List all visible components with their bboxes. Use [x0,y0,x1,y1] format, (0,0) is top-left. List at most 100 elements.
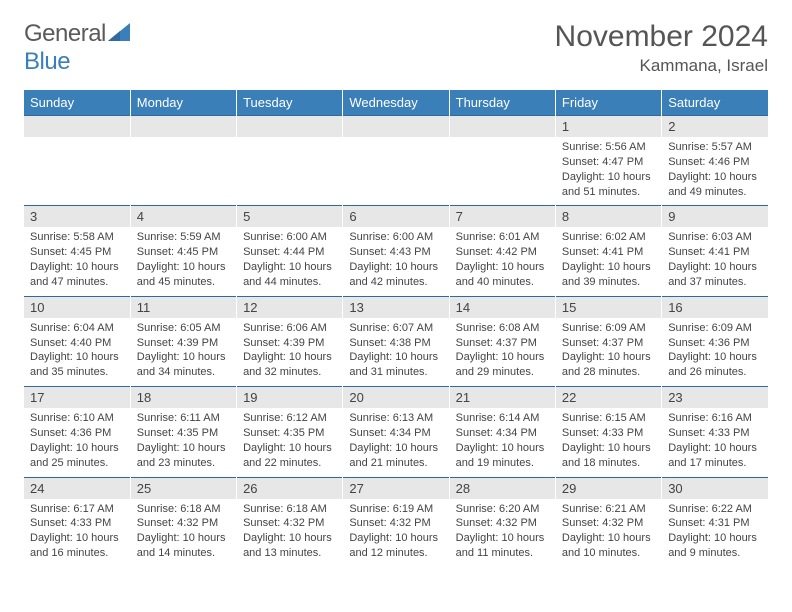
day-cell [237,137,343,206]
sunrise-text: Sunrise: 6:04 AM [30,321,124,336]
day-cell [449,137,555,206]
sunset-text: Sunset: 4:47 PM [562,155,655,170]
sunset-text: Sunset: 4:42 PM [456,245,549,260]
day-number: 1 [555,116,661,138]
sunset-text: Sunset: 4:32 PM [137,516,230,531]
day-cell: Sunrise: 5:59 AMSunset: 4:45 PMDaylight:… [130,227,236,296]
sunset-text: Sunset: 4:45 PM [30,245,124,260]
daylight-text: Daylight: 10 hours and 22 minutes. [243,441,336,471]
sunrise-text: Sunrise: 6:15 AM [562,411,655,426]
sunrise-text: Sunrise: 6:21 AM [562,502,655,517]
sunset-text: Sunset: 4:41 PM [562,245,655,260]
day-number: 5 [237,206,343,228]
sunrise-text: Sunrise: 5:56 AM [562,140,655,155]
sunset-text: Sunset: 4:41 PM [668,245,762,260]
weekday-header: Thursday [449,90,555,116]
day-cell: Sunrise: 6:11 AMSunset: 4:35 PMDaylight:… [130,408,236,477]
day-cell: Sunrise: 6:04 AMSunset: 4:40 PMDaylight:… [24,318,130,387]
day-number: 29 [555,477,661,499]
day-content-row: Sunrise: 6:10 AMSunset: 4:36 PMDaylight:… [24,408,768,477]
day-number: 17 [24,387,130,409]
day-number-row: 10111213141516 [24,296,768,318]
calendar-table: Sunday Monday Tuesday Wednesday Thursday… [24,90,768,567]
sunset-text: Sunset: 4:37 PM [562,336,655,351]
sunrise-text: Sunrise: 6:01 AM [456,230,549,245]
day-cell: Sunrise: 6:13 AMSunset: 4:34 PMDaylight:… [343,408,449,477]
day-cell: Sunrise: 6:02 AMSunset: 4:41 PMDaylight:… [555,227,661,296]
sunrise-text: Sunrise: 5:57 AM [668,140,762,155]
sunrise-text: Sunrise: 6:06 AM [243,321,336,336]
sunrise-text: Sunrise: 6:19 AM [349,502,442,517]
day-number: 26 [237,477,343,499]
day-number: 13 [343,296,449,318]
daylight-text: Daylight: 10 hours and 12 minutes. [349,531,442,561]
day-number: 30 [662,477,768,499]
sunrise-text: Sunrise: 6:09 AM [562,321,655,336]
day-number: 20 [343,387,449,409]
day-number: 15 [555,296,661,318]
sunrise-text: Sunrise: 5:58 AM [30,230,124,245]
daylight-text: Daylight: 10 hours and 9 minutes. [668,531,762,561]
day-number-row: 12 [24,116,768,138]
weekday-header: Friday [555,90,661,116]
sunrise-text: Sunrise: 6:18 AM [137,502,230,517]
sunset-text: Sunset: 4:38 PM [349,336,442,351]
sunrise-text: Sunrise: 6:03 AM [668,230,762,245]
daylight-text: Daylight: 10 hours and 39 minutes. [562,260,655,290]
sunset-text: Sunset: 4:40 PM [30,336,124,351]
daylight-text: Daylight: 10 hours and 28 minutes. [562,350,655,380]
day-cell: Sunrise: 6:09 AMSunset: 4:36 PMDaylight:… [662,318,768,387]
day-cell: Sunrise: 6:12 AMSunset: 4:35 PMDaylight:… [237,408,343,477]
day-cell [24,137,130,206]
day-content-row: Sunrise: 5:56 AMSunset: 4:47 PMDaylight:… [24,137,768,206]
month-title: November 2024 [555,20,768,54]
day-content-row: Sunrise: 5:58 AMSunset: 4:45 PMDaylight:… [24,227,768,296]
daylight-text: Daylight: 10 hours and 51 minutes. [562,170,655,200]
day-content-row: Sunrise: 6:04 AMSunset: 4:40 PM Daylight:… [24,318,768,387]
sunrise-text: Sunrise: 6:08 AM [456,321,549,336]
day-number: 16 [662,296,768,318]
day-cell: Sunrise: 6:20 AMSunset: 4:32 PMDaylight:… [449,499,555,567]
sunrise-text: Sunrise: 6:07 AM [349,321,442,336]
day-cell: Sunrise: 6:06 AMSunset: 4:39 PMDaylight:… [237,318,343,387]
day-cell: Sunrise: 5:58 AMSunset: 4:45 PMDaylight:… [24,227,130,296]
day-number-row: 24252627282930 [24,477,768,499]
sunset-text: Sunset: 4:32 PM [456,516,549,531]
day-number: 21 [449,387,555,409]
sunrise-text: Sunrise: 6:14 AM [456,411,549,426]
day-number: 6 [343,206,449,228]
day-cell: Sunrise: 5:56 AMSunset: 4:47 PMDaylight:… [555,137,661,206]
day-cell: Sunrise: 6:22 AMSunset: 4:31 PMDaylight:… [662,499,768,567]
day-number: 2 [662,116,768,138]
weekday-header: Saturday [662,90,768,116]
header: General Blue November 2024 Kammana, Isra… [24,20,768,76]
day-cell: Sunrise: 6:10 AMSunset: 4:36 PMDaylight:… [24,408,130,477]
sunrise-text: Sunrise: 6:02 AM [562,230,655,245]
day-number: 19 [237,387,343,409]
day-cell: Sunrise: 6:07 AMSunset: 4:38 PMDaylight:… [343,318,449,387]
day-number: 8 [555,206,661,228]
sunset-text: Sunset: 4:37 PM [456,336,549,351]
day-cell: Sunrise: 6:18 AMSunset: 4:32 PMDaylight:… [237,499,343,567]
weekday-header: Wednesday [343,90,449,116]
day-number-row: 17181920212223 [24,387,768,409]
daylight-text: Daylight: 10 hours and 37 minutes. [668,260,762,290]
day-number: 24 [24,477,130,499]
sunset-text: Sunset: 4:35 PM [243,426,336,441]
day-cell: Sunrise: 6:18 AMSunset: 4:32 PMDaylight:… [130,499,236,567]
sunset-text: Sunset: 4:36 PM [668,336,762,351]
day-number: 11 [130,296,236,318]
sunrise-text: Sunrise: 6:12 AM [243,411,336,426]
day-number: 28 [449,477,555,499]
sunrise-text: Sunrise: 6:05 AM [137,321,230,336]
day-number: 22 [555,387,661,409]
day-cell: Sunrise: 6:00 AMSunset: 4:43 PMDaylight:… [343,227,449,296]
logo: General Blue [24,20,130,76]
daylight-text: Daylight: 10 hours and 40 minutes. [456,260,549,290]
day-number: 23 [662,387,768,409]
day-cell: Sunrise: 6:08 AMSunset: 4:37 PMDaylight:… [449,318,555,387]
daylight-text: Daylight: 10 hours and 13 minutes. [243,531,336,561]
daylight-text: Daylight: 10 hours and 21 minutes. [349,441,442,471]
day-content-row: Sunrise: 6:17 AMSunset: 4:33 PMDaylight:… [24,499,768,567]
daylight-text: Daylight: 10 hours and 47 minutes. [30,260,124,290]
